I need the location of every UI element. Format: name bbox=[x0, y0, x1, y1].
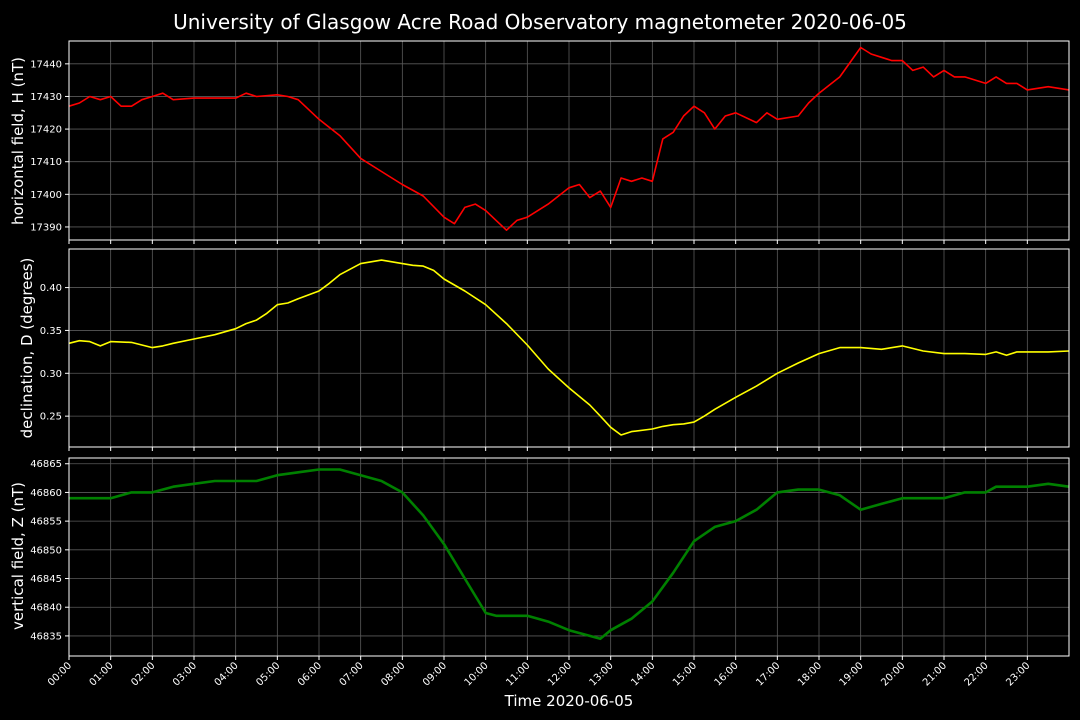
series-line-horizontal bbox=[68, 46, 1070, 231]
y-tick-label-vertical: 46835 bbox=[30, 631, 62, 642]
x-tick-label: 17:00 bbox=[754, 660, 782, 688]
x-tick-label: 01:00 bbox=[88, 660, 116, 688]
plot-frame-horizontal bbox=[68, 40, 1070, 241]
y-axis-label-horizontal: horizontal field, H (nT) bbox=[9, 57, 27, 225]
y-tick-label-horizontal: 17440 bbox=[30, 59, 62, 70]
x-tick-label: 21:00 bbox=[921, 660, 949, 688]
series-line-vertical bbox=[69, 468, 1070, 641]
x-tick-label: 18:00 bbox=[796, 660, 824, 688]
y-tick-label-vertical: 46850 bbox=[30, 545, 62, 556]
y-tick-label-vertical: 46860 bbox=[30, 488, 62, 499]
x-tick-label: 05:00 bbox=[254, 660, 282, 688]
y-tick-label-declination: 0.30 bbox=[40, 369, 62, 380]
y-tick-label-vertical: 46845 bbox=[30, 574, 62, 585]
y-axis-label-declination: declination, D (degrees) bbox=[18, 258, 36, 439]
y-tick-label-horizontal: 17410 bbox=[30, 157, 62, 168]
x-tick-label: 11:00 bbox=[504, 660, 532, 688]
x-tick-label: 08:00 bbox=[379, 660, 407, 688]
x-axis-label: Time 2020-06-05 bbox=[504, 692, 634, 710]
y-tick-label-horizontal: 17430 bbox=[30, 92, 62, 103]
y-tick-label-vertical: 46865 bbox=[30, 459, 62, 470]
x-tick-label: 02:00 bbox=[129, 660, 157, 688]
x-tick-label: 13:00 bbox=[588, 660, 616, 688]
x-tick-label: 10:00 bbox=[463, 660, 491, 688]
x-tick-label: 04:00 bbox=[213, 660, 241, 688]
y-tick-label-vertical: 46840 bbox=[30, 603, 62, 614]
x-tick-label: 22:00 bbox=[963, 660, 991, 688]
plot-frame-declination bbox=[68, 248, 1070, 448]
x-tick-label: 14:00 bbox=[629, 660, 657, 688]
x-tick-label: 07:00 bbox=[338, 660, 366, 688]
y-tick-label-horizontal: 17400 bbox=[30, 190, 62, 201]
panel-declination: declination, D (degrees) 0.25 0.30 0.35 0.4… bbox=[18, 248, 1070, 451]
panel-horizontal-field: horizontal field, H (nT) 17390 17400 17410… bbox=[9, 40, 1070, 244]
x-tick-label: 06:00 bbox=[296, 660, 324, 688]
y-tick-label-declination: 0.35 bbox=[40, 326, 62, 337]
y-tick-label-declination: 0.25 bbox=[40, 412, 62, 423]
x-tick-label: 15:00 bbox=[671, 660, 699, 688]
x-tick-label: 12:00 bbox=[546, 660, 574, 688]
y-tick-label-horizontal: 17420 bbox=[30, 125, 62, 136]
x-tick-label: 16:00 bbox=[713, 660, 741, 688]
x-tick-label: 03:00 bbox=[171, 660, 199, 688]
series-line-declination bbox=[68, 259, 1070, 436]
x-tick-label: 20:00 bbox=[879, 660, 907, 688]
y-tick-label-declination: 0.40 bbox=[40, 283, 62, 294]
y-tick-label-vertical: 46855 bbox=[30, 517, 62, 528]
panel-vertical-field: vertical field, Z (nT) 46835 46840 46845 46… bbox=[9, 457, 1070, 689]
x-tick-label: 00:00 bbox=[46, 660, 74, 688]
figure-title: University of Glasgow Acre Road Observat… bbox=[173, 10, 907, 34]
x-tick-label: 09:00 bbox=[421, 660, 449, 688]
plot-frame-vertical bbox=[68, 457, 1070, 657]
x-tick-label: 23:00 bbox=[1004, 660, 1032, 688]
x-tick-label: 19:00 bbox=[838, 660, 866, 688]
y-axis-label-vertical: vertical field, Z (nT) bbox=[9, 482, 27, 630]
y-tick-label-horizontal: 17390 bbox=[30, 222, 62, 233]
